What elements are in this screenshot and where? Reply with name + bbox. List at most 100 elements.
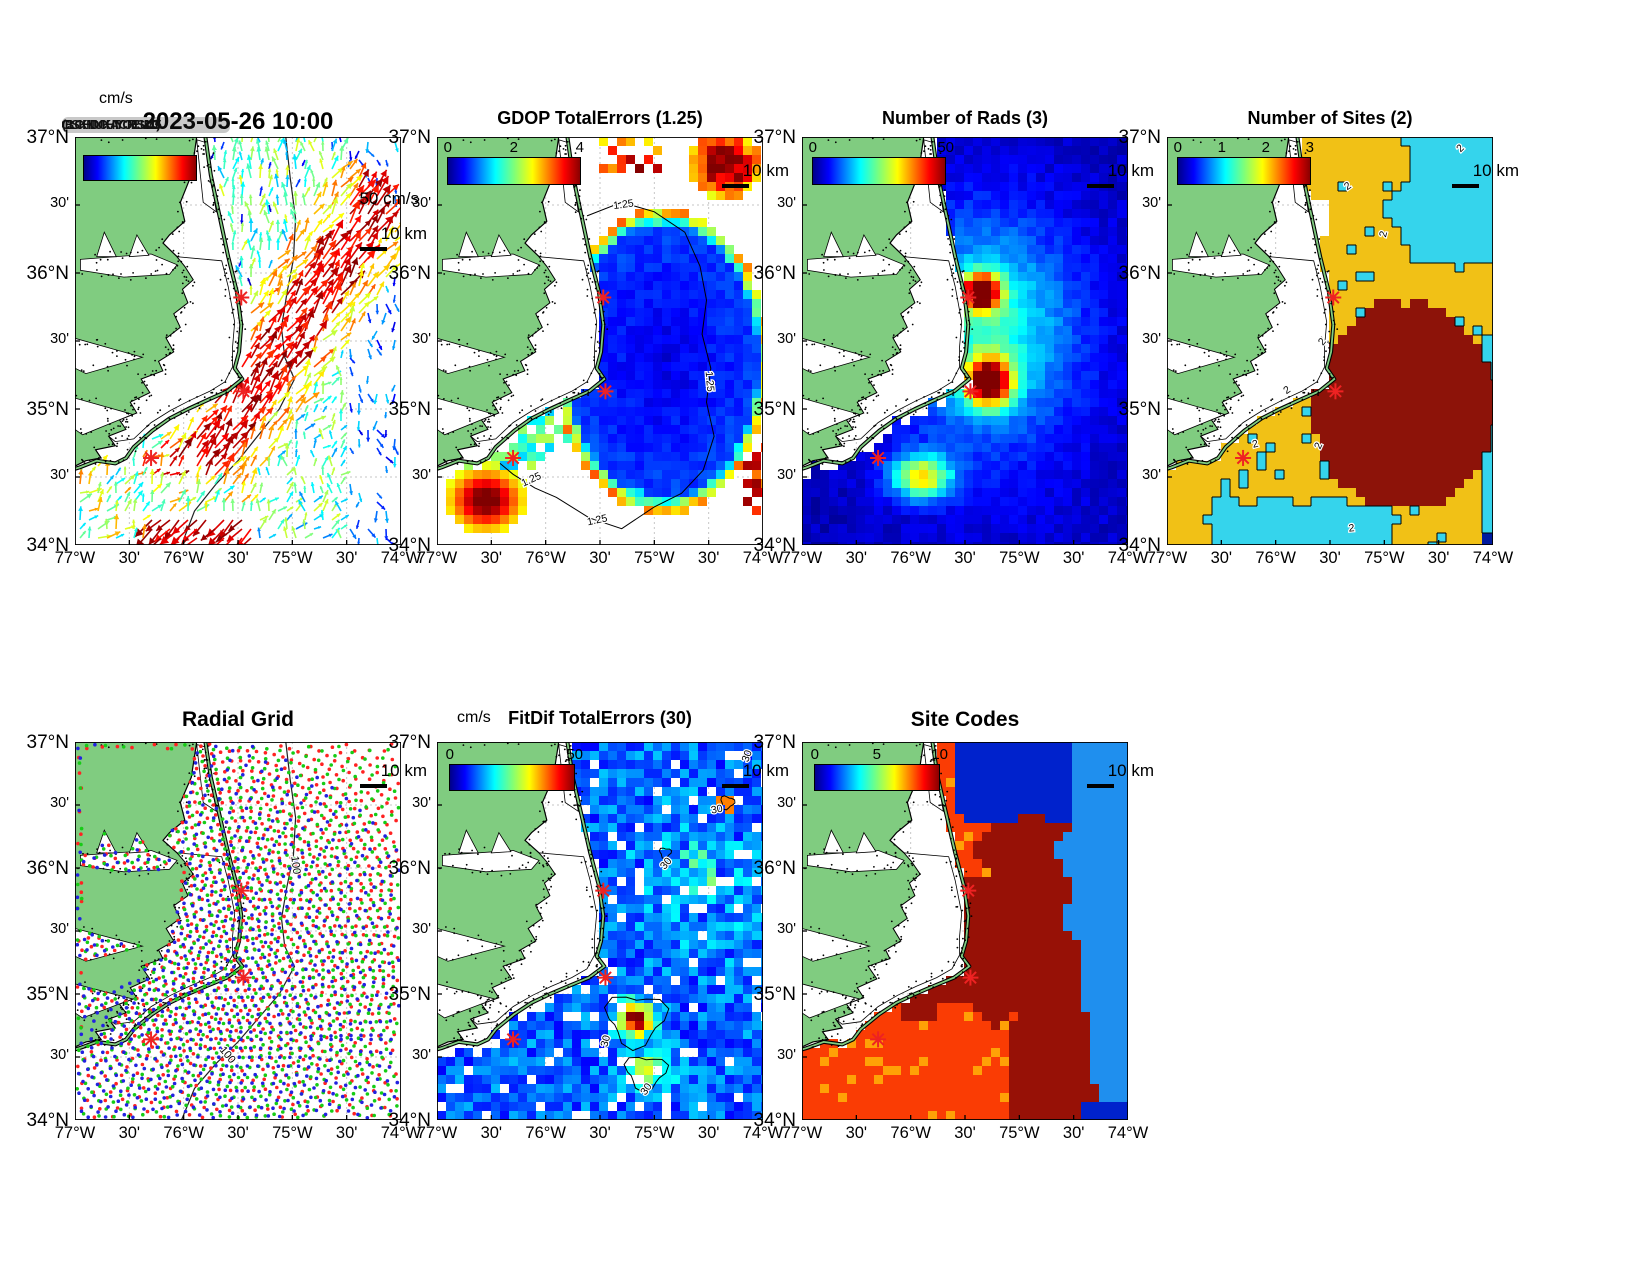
lat-tick-label: 37°N <box>388 127 431 148</box>
km-scale-label: 10 km <box>742 161 789 180</box>
colorbar-tick-label: 0 <box>810 746 820 763</box>
lon-tick-label: 74°W <box>742 1124 784 1142</box>
site-marker <box>962 383 979 400</box>
km-scale-bar <box>722 184 749 188</box>
km-scale-label: 10 km <box>1107 761 1154 780</box>
heatmap-cells <box>802 137 1128 545</box>
isobath-100m <box>180 137 297 545</box>
lon-tick-label: 30' <box>480 549 503 567</box>
lat-tick-label: 35°N <box>1118 399 1161 420</box>
km-scale-bar <box>722 784 749 788</box>
colorbar-tick-label: 2 <box>509 139 519 156</box>
lat-tick-label: 36°N <box>388 858 431 879</box>
radial-fans <box>75 742 401 1120</box>
lon-tick-label: 30' <box>1427 549 1450 567</box>
colorbar-units-label: cm/s <box>457 709 491 726</box>
data-layer <box>802 137 1128 545</box>
lat-tick-label: 30' <box>1142 331 1161 347</box>
site-marker <box>235 969 252 986</box>
lat-tick-label: 34°N <box>1118 535 1161 556</box>
sound-polygon <box>1220 233 1242 258</box>
lon-tick-label: 30' <box>589 1124 611 1142</box>
sound-polygon <box>75 928 144 962</box>
lon-tick-label: 74°W <box>1472 549 1514 567</box>
lat-tick-label: 30' <box>50 795 69 811</box>
colorbar-tick-label: 50 <box>937 139 955 156</box>
marsh-speckles <box>438 742 608 1049</box>
contour-label: 30 <box>598 1034 613 1049</box>
lat-tick-label: 37°N <box>753 732 796 753</box>
colorbar-ticks: 0 5 10 <box>810 746 948 763</box>
panel-title: Site Codes <box>910 708 1020 731</box>
current-vectors <box>78 137 401 545</box>
sound-polygon <box>823 829 844 854</box>
data-layer <box>437 742 763 1120</box>
colorbar-ticks: 0 50 <box>446 746 583 763</box>
site-marker <box>1325 289 1342 306</box>
lat-tick-label: 37°N <box>26 732 69 753</box>
lon-tick-label: 74°W <box>1107 1124 1149 1142</box>
lon-tick-label: 30' <box>227 1124 249 1142</box>
lat-tick-label: 30' <box>777 1047 796 1063</box>
sound-polygon <box>807 849 905 873</box>
panel-radial-grid: Radial Grid 100 100 10 km 37°N 30' 36°N 30' 3… <box>27 708 427 1142</box>
lat-tick-label: 35°N <box>753 399 796 420</box>
site-marker <box>143 449 160 466</box>
lon-tick-label: 76°W <box>163 1124 204 1142</box>
sound-polygon <box>75 397 134 436</box>
lon-tick-label: 75°W <box>999 1124 1040 1142</box>
sound-polygon <box>437 928 506 962</box>
km-scale-bar <box>360 784 387 788</box>
panel-title: Number of Sites (2) <box>1247 108 1413 128</box>
sound-polygon <box>437 337 506 375</box>
lon-tick-label: 30' <box>1210 549 1233 567</box>
marsh-speckles <box>437 137 609 465</box>
lon-tick-label: 75°W <box>272 1124 313 1142</box>
lat-tick-label: 30' <box>777 331 796 347</box>
barrier-island-strip <box>437 137 606 470</box>
contour-label: 1.25 <box>613 197 635 212</box>
panel-rads: Number of Rads (3) 0 50 10 km 37°N 30' 36°N… <box>754 108 1154 567</box>
sound-polygon <box>490 831 512 854</box>
lat-tick-label: 30' <box>50 1047 69 1063</box>
lon-tick-label: 75°W <box>634 1124 675 1142</box>
sound-polygon <box>128 233 150 258</box>
colorbar-tick-label: 10 <box>931 746 949 763</box>
site-marker <box>233 882 250 899</box>
lon-tick-label: 74°W <box>742 549 784 567</box>
lon-tick-label: 76°W <box>890 549 931 567</box>
lat-tick-label: 36°N <box>26 263 69 284</box>
lon-tick-label: 77°W <box>54 549 96 567</box>
land-layer <box>437 742 608 1052</box>
contour-label: 1.25 <box>703 371 717 393</box>
km-scale-bar <box>1452 184 1479 188</box>
km-scale-bar <box>1087 184 1114 188</box>
lat-tick-label: 34°N <box>26 1110 69 1131</box>
colorbar <box>814 764 940 791</box>
sound-polygon <box>802 397 861 436</box>
lon-tick-label: 77°W <box>781 549 823 567</box>
lon-tick-label: 30' <box>480 1124 503 1142</box>
lat-tick-label: 36°N <box>1118 263 1161 284</box>
sound-polygon <box>1172 253 1270 278</box>
site-marker <box>143 1031 160 1048</box>
lon-tick-label: 77°W <box>416 549 458 567</box>
lat-tick-label: 37°N <box>388 732 431 753</box>
lon-tick-label: 30' <box>954 549 976 567</box>
land-layer <box>75 742 246 1052</box>
sound-polygon <box>437 397 496 436</box>
site-marker <box>597 969 614 986</box>
lat-tick-label: 34°N <box>753 535 796 556</box>
lat-tick-label: 35°N <box>388 984 431 1005</box>
km-scale-bar <box>360 247 387 251</box>
site-marker <box>1235 449 1252 466</box>
site-marker <box>962 969 979 986</box>
overlay-layer <box>143 289 252 466</box>
barrier-island-strip <box>1167 137 1336 470</box>
sound-polygon <box>442 849 540 873</box>
